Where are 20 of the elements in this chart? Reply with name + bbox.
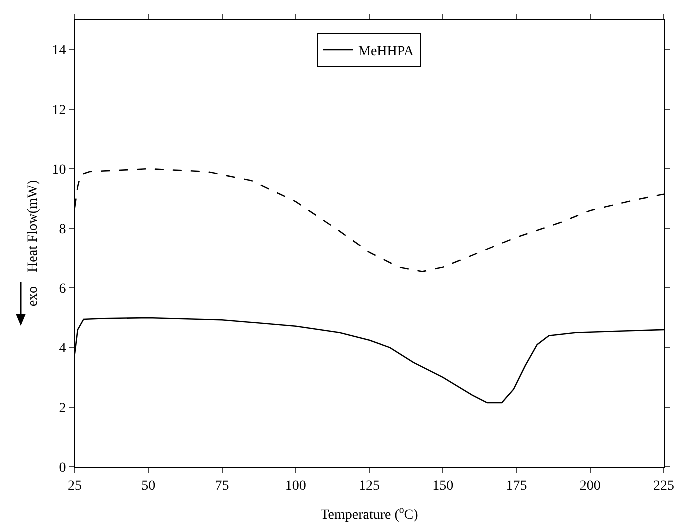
x-tick-label: 25 bbox=[68, 478, 82, 494]
y-tick-label: 14 bbox=[52, 44, 66, 59]
x-tick-label: 175 bbox=[506, 478, 528, 494]
legend-label: MeHHPA bbox=[358, 44, 415, 60]
y-tick-label: 10 bbox=[52, 162, 66, 178]
x-tick-label: 225 bbox=[654, 478, 674, 494]
y-tick-label: 0 bbox=[59, 460, 66, 476]
y-tick-label: 4 bbox=[59, 342, 66, 357]
y-tick-label: 12 bbox=[52, 103, 66, 118]
y-tick-label: 2 bbox=[59, 401, 66, 416]
x-tick-label: 50 bbox=[142, 478, 156, 494]
y-tick-label: 6 bbox=[59, 282, 66, 298]
x-tick-label: 75 bbox=[215, 478, 230, 494]
y-tick-label: 8 bbox=[59, 222, 66, 238]
x-tick-label: 125 bbox=[359, 478, 380, 494]
x-tick-label: 150 bbox=[432, 478, 454, 494]
y-axis-title: exo Heat Flow(mW) bbox=[26, 180, 41, 307]
x-tick-label: 100 bbox=[285, 478, 306, 494]
x-tick-label: 200 bbox=[580, 478, 601, 494]
x-axis-title: Temperature ($^{o}$C) bbox=[320, 505, 419, 523]
